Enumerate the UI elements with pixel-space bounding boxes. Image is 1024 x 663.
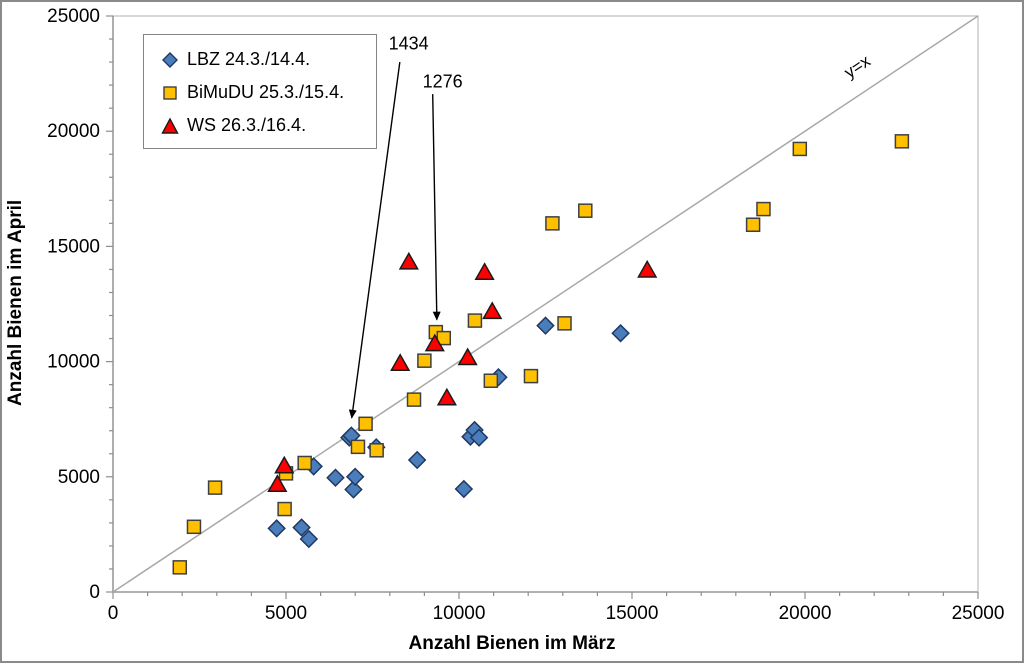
square-glyph <box>163 85 177 100</box>
y-tick-label: 20000 <box>47 121 100 142</box>
ws-marker <box>267 474 288 492</box>
lbz-marker <box>469 428 489 447</box>
ws-marker <box>482 301 503 320</box>
annotation-1276: 1276 <box>422 71 463 92</box>
legend-label-ws: WS 26.3./16.4. <box>187 115 307 135</box>
axis-ticks <box>106 15 979 599</box>
y-tick-label: 10000 <box>47 352 100 373</box>
ws-marker <box>474 262 495 280</box>
y-tick-label: 0 <box>89 582 100 603</box>
bimudu-marker <box>545 216 560 231</box>
bimudu-marker <box>186 519 202 535</box>
diamond-icon <box>160 50 180 70</box>
bimudu-marker <box>467 313 483 328</box>
y-tick-label: 15000 <box>47 236 100 257</box>
lbz-marker <box>454 479 474 499</box>
lbz-marker <box>407 450 427 470</box>
lbz-marker <box>326 468 345 487</box>
bimudu-marker <box>369 443 384 458</box>
series-ws <box>267 251 658 492</box>
annotation-1434: 1434 <box>388 33 429 54</box>
x-tick-label: 20000 <box>779 603 832 624</box>
series-lbz <box>267 316 630 549</box>
bimudu-marker <box>792 141 808 157</box>
bimudu-marker <box>523 368 539 384</box>
x-tick-label: 15000 <box>606 603 659 624</box>
bimudu-marker <box>578 203 593 218</box>
ws-marker <box>274 455 295 474</box>
diamond-glyph <box>162 51 178 68</box>
x-tick-labels: 0 5000 10000 15000 20000 25000 <box>108 603 1005 624</box>
annotation-arrow <box>348 61 401 419</box>
lbz-marker <box>345 467 365 487</box>
bimudu-marker <box>277 501 292 517</box>
bimudu-marker <box>894 134 910 149</box>
legend: LBZ 24.3./14.4. BiMuDU 25.3./15.4. WS 26… <box>143 34 377 149</box>
x-tick-label: 25000 <box>952 603 1005 624</box>
x-tick-label: 0 <box>108 603 119 624</box>
bimudu-marker <box>745 217 761 232</box>
series-bimudu <box>172 134 910 575</box>
bimudu-marker <box>207 480 223 495</box>
y-tick-labels: 0 5000 10000 15000 20000 25000 <box>47 6 100 603</box>
lbz-marker <box>292 518 311 537</box>
bimudu-marker <box>350 439 366 455</box>
y-axis-title: Anzahl Bienen im April <box>5 199 26 406</box>
lbz-marker <box>344 480 363 499</box>
bimudu-marker <box>297 455 312 471</box>
legend-item-ws: WS 26.3./16.4. <box>160 109 376 142</box>
bimudu-marker <box>172 560 188 575</box>
legend-label-lbz: LBZ 24.3./14.4. <box>187 49 311 69</box>
triangle-glyph <box>161 117 179 134</box>
bimudu-marker <box>406 392 422 407</box>
triangle-icon <box>160 116 180 136</box>
y-tick-label: 25000 <box>47 6 100 27</box>
ws-marker <box>398 251 419 270</box>
bimudu-marker <box>358 416 373 432</box>
x-tick-label: 10000 <box>433 603 486 624</box>
x-tick-label: 5000 <box>265 603 307 624</box>
lbz-marker <box>611 324 630 343</box>
identity-line <box>112 15 979 593</box>
legend-item-lbz: LBZ 24.3./14.4. <box>160 43 376 76</box>
legend-item-bimudu: BiMuDU 25.3./15.4. <box>160 76 376 109</box>
lbz-marker <box>299 529 319 549</box>
lbz-marker <box>267 519 286 538</box>
ws-marker <box>637 259 658 278</box>
ws-marker <box>457 347 478 366</box>
identity-line-label: y=x <box>841 51 874 82</box>
bimudu-marker <box>483 373 499 388</box>
bimudu-marker <box>417 353 432 368</box>
square-icon <box>160 83 180 103</box>
bimudu-marker <box>756 201 771 217</box>
ws-marker <box>390 353 411 372</box>
bimudu-marker <box>557 316 572 331</box>
ws-marker <box>436 387 457 406</box>
lbz-marker <box>536 316 555 335</box>
y-tick-label: 5000 <box>58 467 100 488</box>
x-axis-title: Anzahl Bienen im März <box>408 633 616 654</box>
annotation-arrow <box>432 94 441 321</box>
ws-marker <box>424 333 445 352</box>
legend-label-bimudu: BiMuDU 25.3./15.4. <box>187 82 345 102</box>
